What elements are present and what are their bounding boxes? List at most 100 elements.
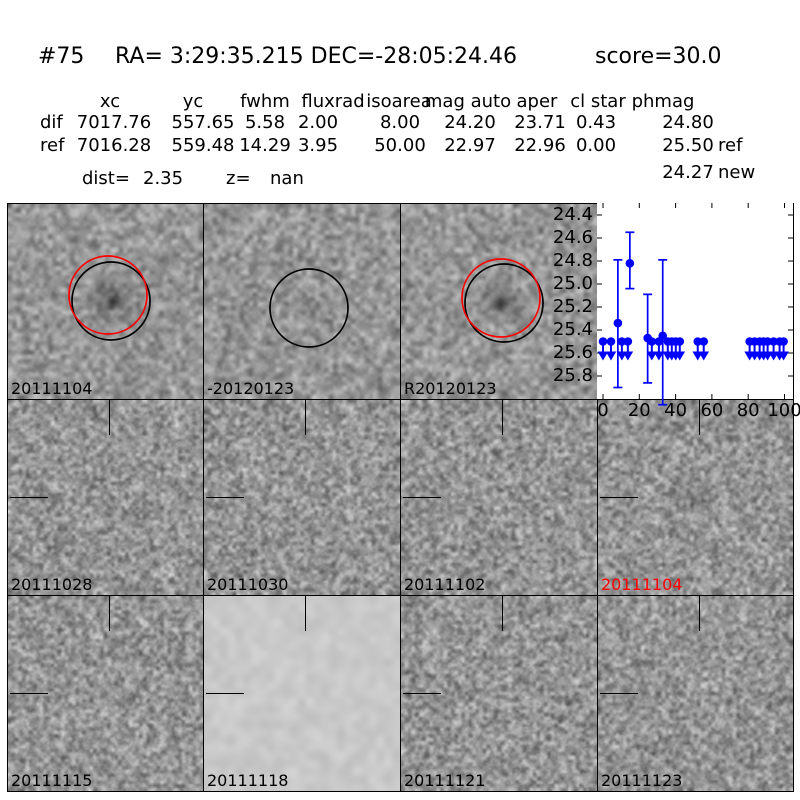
cutout-panel-epoch-20111028: 20111028 — [7, 399, 204, 596]
table-cell: 22.97 — [444, 135, 496, 156]
cutout-panel-diff-R20120123: R20120123 — [400, 203, 598, 400]
dist-label: dist= — [82, 168, 130, 189]
upper-limit-arrow — [698, 351, 710, 361]
cutout-image — [401, 204, 597, 399]
candidate-score: score=30.0 — [595, 44, 722, 69]
crosshair-tick-vertical — [699, 596, 700, 631]
crosshair-tick-vertical — [109, 400, 110, 435]
photometry-point — [693, 337, 703, 346]
candidate-coords: RA= 3:29:35.215 DEC=-28:05:24.46 — [115, 44, 518, 69]
cutout-date-label: 20111102 — [404, 575, 486, 595]
cutout-date-label: -20120123 — [207, 379, 295, 399]
redshift-label: z= — [226, 168, 251, 189]
black-aperture-circle — [71, 261, 151, 341]
table-header-cell: yc — [182, 91, 204, 112]
phmag-new-suffix: new — [718, 162, 756, 183]
table-cell: 50.00 — [374, 135, 426, 156]
upper-limit-arrow — [674, 351, 686, 361]
y-tick-label: 25.0 — [552, 273, 593, 294]
y-tick-label: 25.2 — [552, 296, 593, 317]
table-cell: 0.00 — [575, 135, 617, 156]
x-tick-label: 100 — [767, 400, 800, 421]
table-cell: 23.71 — [514, 112, 566, 133]
photometry-point — [625, 259, 635, 268]
photometry-point — [675, 337, 685, 346]
table-cell: 557.65 — [171, 112, 235, 133]
x-tick-label: 40 — [664, 400, 688, 421]
cutout-image — [204, 204, 400, 399]
cutout-date-label: R20120123 — [404, 379, 497, 399]
crosshair-tick-horizontal — [10, 693, 48, 694]
cutout-panel-epoch-20111123: 20111123 — [597, 595, 794, 792]
table-header-cell: mag auto — [424, 91, 512, 112]
photometry-point — [769, 337, 778, 346]
crosshair-tick-horizontal — [10, 497, 48, 498]
table-cell: 2.00 — [297, 112, 339, 133]
photometry-point — [654, 337, 664, 346]
table-header-cell: isoarea — [366, 91, 432, 112]
cutout-panel-epoch-20111104: 20111104 — [597, 399, 794, 596]
cutout-date-label: 20111104 — [11, 379, 93, 399]
black-aperture-circle — [269, 268, 349, 348]
photometry-point — [598, 337, 608, 346]
cutout-date-label: 20111115 — [11, 771, 93, 791]
cutout-panel-epoch-20111121: 20111121 — [400, 595, 598, 792]
photometry-point — [699, 337, 709, 346]
table-cell: 8.00 — [379, 112, 421, 133]
table-header-cell: phmag — [631, 91, 695, 112]
y-tick-label: 25.8 — [552, 365, 593, 386]
x-tick-label: 60 — [700, 400, 724, 421]
crosshair-tick-vertical — [502, 596, 503, 631]
table-cell: 24.80 — [662, 112, 714, 133]
phmag-new-value: 24.27 — [662, 162, 714, 183]
upper-limit-arrow — [646, 351, 658, 361]
crosshair-tick-vertical — [109, 596, 110, 631]
photometry-point — [606, 337, 616, 346]
cutout-date-label: 20111030 — [207, 575, 289, 595]
photometry-point — [613, 318, 623, 328]
table-cell: 7017.76 — [76, 112, 152, 133]
table-cell: 25.50 — [662, 135, 714, 156]
table-cell: 3.95 — [297, 135, 339, 156]
upper-limit-arrow — [597, 351, 609, 361]
upper-limit-arrow — [653, 351, 665, 361]
table-row-suffix: ref — [718, 135, 743, 156]
table-row-label: dif — [40, 112, 63, 133]
table-header-cell: xc — [99, 91, 121, 112]
crosshair-tick-horizontal — [403, 693, 441, 694]
dist-value: 2.35 — [143, 168, 184, 189]
red-aperture-circle — [461, 258, 541, 338]
table-cell: 22.96 — [514, 135, 566, 156]
aperture-circles — [461, 258, 544, 343]
upper-limit-arrow — [778, 351, 789, 361]
table-cell: 7016.28 — [76, 135, 152, 156]
photometry-point — [647, 337, 657, 346]
photometry-point — [623, 337, 633, 346]
crosshair-tick-vertical — [502, 400, 503, 435]
candidate-id: #75 — [38, 44, 85, 69]
cutout-image — [8, 204, 203, 399]
photometry-point — [617, 337, 627, 346]
cutout-date-label: 20111028 — [11, 575, 93, 595]
crosshair-tick-horizontal — [206, 497, 244, 498]
table-header-cell: cl star — [570, 91, 626, 112]
table-cell: 5.58 — [244, 112, 286, 133]
crosshair-tick-horizontal — [600, 497, 638, 498]
crosshair-tick-horizontal — [403, 497, 441, 498]
cutout-panel-epoch-20111030: 20111030 — [203, 399, 401, 596]
table-cell: 14.29 — [239, 135, 291, 156]
upper-limit-arrow — [605, 351, 617, 361]
table-header-cell: fluxrad — [301, 91, 365, 112]
table-row-label: ref — [40, 135, 65, 156]
crosshair-tick-vertical — [305, 400, 306, 435]
table-cell: 0.43 — [575, 112, 617, 133]
cutout-date-label: 20111104 — [601, 575, 683, 595]
light-curve-plot — [597, 203, 793, 406]
crosshair-tick-horizontal — [600, 693, 638, 694]
cutout-panel-epoch-20111115: 20111115 — [7, 595, 204, 792]
crosshair-tick-horizontal — [206, 693, 244, 694]
table-header-cell: fwhm — [240, 91, 290, 112]
cutout-panel-search-20111104: 20111104 — [7, 203, 204, 400]
photometry-point — [763, 337, 772, 346]
